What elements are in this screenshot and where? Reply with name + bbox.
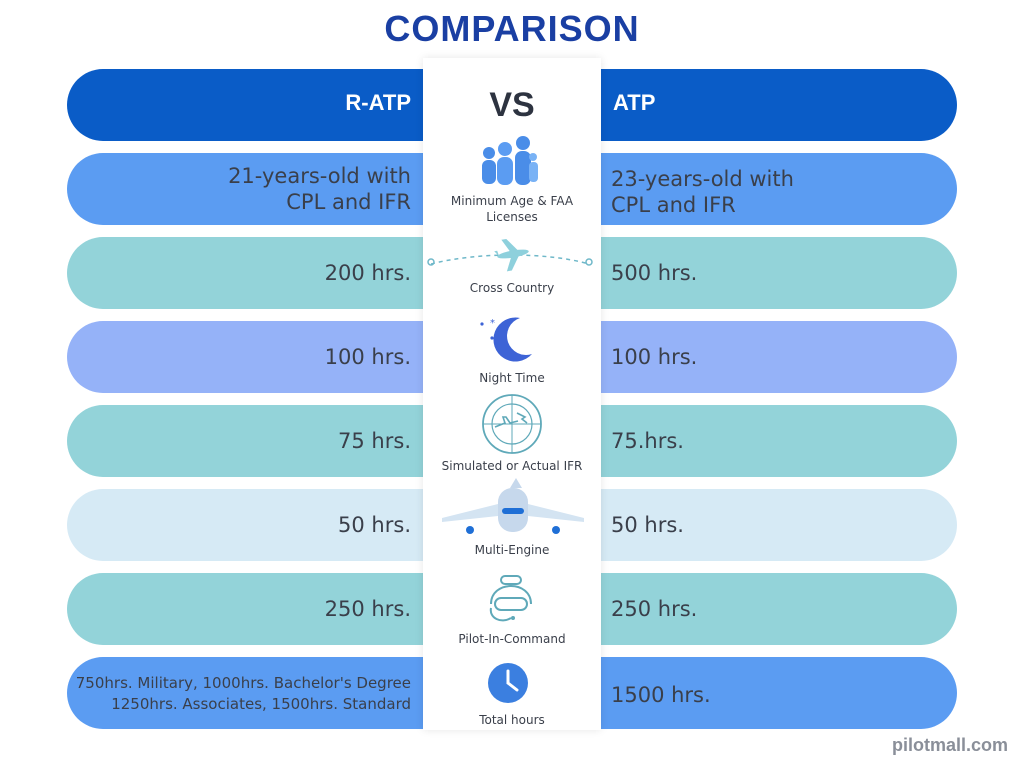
header-left-label: R-ATP [345, 90, 411, 115]
flight-route-icon [427, 238, 593, 272]
label-total: Total hours [479, 713, 545, 727]
watermark-logo: pilotmall.com [891, 735, 1008, 755]
row-night-right: 100 hrs. [611, 345, 698, 369]
row-multi-engine-left: 50 hrs. [338, 513, 411, 537]
row-age-left: 21-years-old with CPL and IFR [228, 164, 411, 214]
row-pic-left: 250 hrs. [324, 597, 411, 621]
header-right-label: ATP [613, 90, 656, 115]
row-total-left: 750hrs. Military, 1000hrs. Bachelor's De… [75, 674, 411, 713]
label-age: Minimum Age & FAA Licenses [450, 194, 574, 224]
airplane-icon [442, 478, 584, 534]
row-ifr-left: 75 hrs. [338, 429, 411, 453]
label-multi-engine: Multi-Engine [474, 543, 550, 557]
row-cross-country-left: 200 hrs. [324, 261, 411, 285]
svg-text:*: * [490, 318, 495, 329]
vs-label: VS [489, 86, 535, 124]
family-icon [482, 136, 538, 185]
svg-text:*: * [494, 340, 499, 351]
label-pic: Pilot-In-Command [458, 632, 566, 646]
page-title: COMPARISON [384, 8, 640, 49]
label-ifr: Simulated or Actual IFR [441, 459, 583, 473]
row-age-right: 23-years-old with CPL and IFR [611, 167, 794, 217]
row-cross-country-right: 500 hrs. [611, 261, 698, 285]
radar-icon [482, 394, 542, 454]
row-pic-right: 250 hrs. [611, 597, 698, 621]
pilot-helmet-icon [489, 575, 532, 622]
row-total-right: 1500 hrs. [611, 683, 711, 707]
row-night-left: 100 hrs. [324, 345, 411, 369]
clock-icon [488, 663, 528, 703]
moon-icon: * * [480, 317, 532, 362]
label-night: Night Time [479, 371, 545, 385]
row-ifr-right: 75.hrs. [611, 429, 684, 453]
label-cross-country: Cross Country [469, 281, 555, 295]
row-multi-engine-right: 50 hrs. [611, 513, 684, 537]
